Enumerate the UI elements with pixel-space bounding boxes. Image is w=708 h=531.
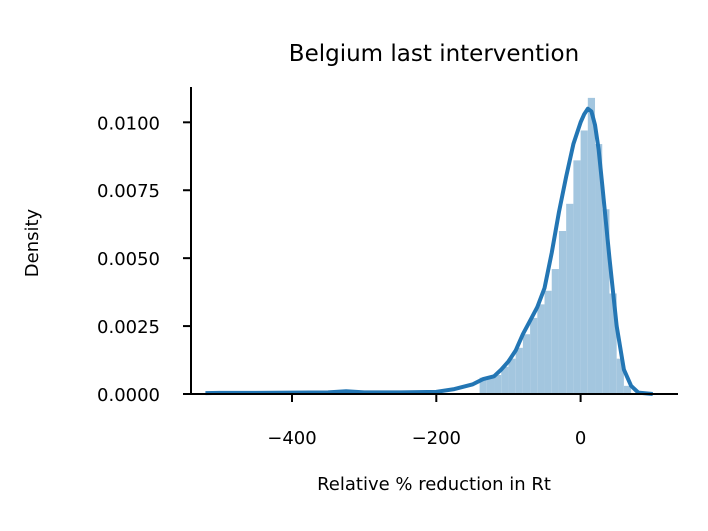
y-tick-label: 0.0050 [97,249,160,270]
x-axis-ticks: −400 −200 0 [267,394,586,449]
histogram-bar [573,160,581,394]
histogram-bar [616,358,624,394]
histogram-bar [587,97,596,395]
histogram-bar [595,144,603,394]
histogram-bars [479,97,632,395]
y-axis-ticks: 0.0000 0.0025 0.0050 0.0075 0.0100 [97,113,191,406]
y-tick-label: 0.0075 [97,181,160,202]
histogram-bar [551,269,559,394]
histogram-bar [530,317,538,394]
histogram-bar [508,358,516,394]
histogram-bar [580,130,588,394]
histogram-bar [602,209,610,394]
histogram-bar [537,304,545,394]
histogram-bar [522,334,531,394]
x-axis-label: Relative % reduction in Rt [317,474,551,495]
kde-curve [205,106,653,396]
chart-title: Belgium last intervention [289,41,579,67]
histogram-bar [609,293,617,394]
histogram-bar [623,385,632,394]
histogram-bar [566,203,574,394]
histogram-bar [479,377,487,394]
y-tick-label: 0.0025 [97,317,160,338]
y-tick-label: 0.0100 [97,113,160,134]
histogram-bar [544,290,552,394]
y-axis-label: Density [22,208,43,277]
histogram-bar [501,366,509,394]
x-tick-label: −400 [267,428,316,449]
histogram-bar [494,374,502,394]
y-tick-label: 0.0000 [97,385,160,406]
histogram-bar [558,230,567,394]
histogram-bar [515,347,523,394]
histogram-bar [486,377,495,394]
x-tick-label: −200 [412,428,461,449]
x-tick-label: 0 [575,428,586,449]
